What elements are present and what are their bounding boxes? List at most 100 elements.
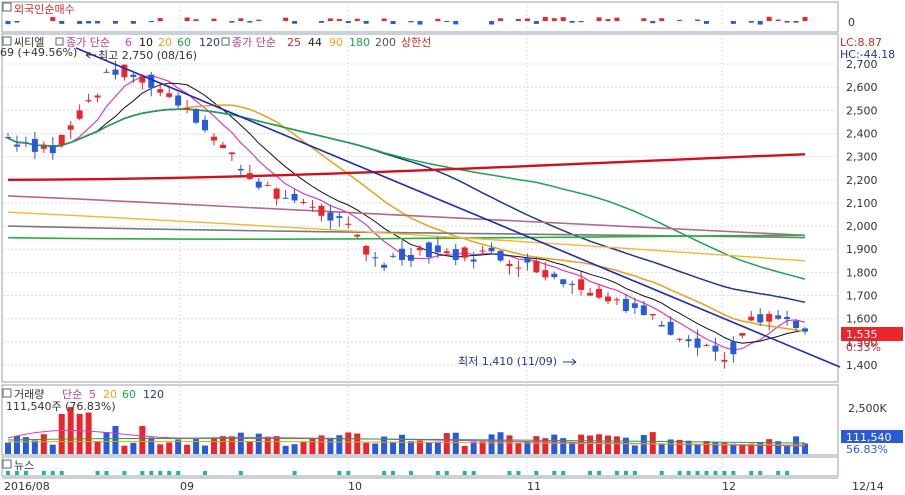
candle-body [130,74,137,77]
news-marker[interactable] [534,471,539,475]
volume-bar [578,434,585,454]
news-marker[interactable] [713,471,718,475]
candle-body [354,234,361,237]
news-marker[interactable] [776,471,781,475]
news-marker[interactable] [632,471,637,475]
news-marker[interactable] [614,471,619,475]
news-marker[interactable] [749,471,754,475]
news-marker[interactable] [471,471,476,475]
news-marker[interactable] [659,471,664,475]
news-marker[interactable] [382,471,387,475]
news-marker[interactable] [435,471,440,475]
news-marker[interactable] [23,471,28,475]
candle-body [237,168,244,171]
news-marker[interactable] [722,471,727,475]
current-volume: 111,540 [846,431,892,444]
news-marker[interactable] [686,471,691,475]
volume-bar [461,445,468,454]
foreign-bar [659,18,665,21]
volume-bar [121,445,128,454]
news-marker[interactable] [346,471,351,475]
news-marker[interactable] [95,471,100,475]
candle-body [291,193,298,201]
news-marker[interactable] [391,471,396,475]
price-tick-label: 2,600 [846,81,878,94]
news-marker[interactable] [677,471,682,475]
news-marker[interactable] [176,471,181,475]
news-marker[interactable] [597,471,602,475]
news-marker[interactable] [167,471,172,475]
foreign-bar [229,21,235,23]
news-marker[interactable] [50,471,55,475]
news-panel-frame [1,456,839,477]
candle-body [282,197,289,199]
news-marker[interactable] [140,471,145,475]
foreign-bar [793,21,799,23]
news-marker[interactable] [758,471,763,475]
price-legend[interactable]: 씨티엘 종가 단순 6 10 20 60 120 종가 단순 25 44 90 … [2,36,431,49]
news-marker[interactable] [149,471,154,475]
volume-bar [506,435,513,454]
volume-bar [551,434,558,454]
volume-bar [273,436,280,454]
candle-body [94,95,101,98]
volume-bar [363,442,370,454]
volume-bar [13,435,20,454]
news-marker[interactable] [552,471,557,475]
candle-body [560,279,567,285]
ma44-line [7,211,806,262]
candle-body [712,345,719,352]
legend-stock-name: 씨티엘 [14,36,44,49]
news-marker[interactable] [41,471,46,475]
candle-body [793,320,800,328]
legend-ma20: 20 [158,36,172,49]
news-marker[interactable] [14,471,19,475]
foreign-bar [569,21,575,23]
candle-body [345,223,352,225]
news-marker[interactable] [507,471,512,475]
news-marker[interactable] [695,471,700,475]
news-marker[interactable] [785,471,790,475]
news-marker[interactable] [408,471,413,475]
candle-body [703,345,710,347]
volume-bar [569,441,576,454]
volume-bar [542,438,549,454]
volume-bar [667,439,674,454]
news-marker[interactable] [122,471,127,475]
foreign-bar [605,19,611,21]
candle-body [739,333,746,336]
candle-body [85,100,92,102]
price-tick-label: 1,600 [846,313,878,326]
news-marker[interactable] [337,471,342,475]
news-marker[interactable] [731,471,736,475]
news-marker[interactable] [104,471,109,475]
news-marker[interactable] [516,471,521,475]
legend-ceiling: 상한선 [401,36,431,49]
trend-line[interactable] [75,47,841,368]
volume-bar [604,435,611,454]
news-marker[interactable] [292,471,297,475]
news-marker[interactable] [444,471,449,475]
news-marker[interactable] [6,471,10,475]
news-marker[interactable] [561,471,566,475]
news-marker[interactable] [158,471,163,475]
volume-bar [130,442,137,454]
volume-bar [730,443,737,454]
candle-body [300,201,307,203]
news-marker[interactable] [238,471,243,475]
volume-bar [354,433,361,454]
news-marker[interactable] [623,471,628,475]
foreign-bar [596,17,602,21]
foreign-panel-frame [1,1,839,33]
news-marker[interactable] [704,471,709,475]
foreign-bar [677,19,683,21]
foreign-bar [533,21,539,24]
foreign-bar [757,21,763,25]
news-marker[interactable] [203,471,208,475]
news-marker[interactable] [588,471,593,475]
news-marker[interactable] [462,471,467,475]
foreign-bar [95,21,101,24]
news-marker[interactable] [59,471,64,475]
volume-bar [515,443,522,454]
